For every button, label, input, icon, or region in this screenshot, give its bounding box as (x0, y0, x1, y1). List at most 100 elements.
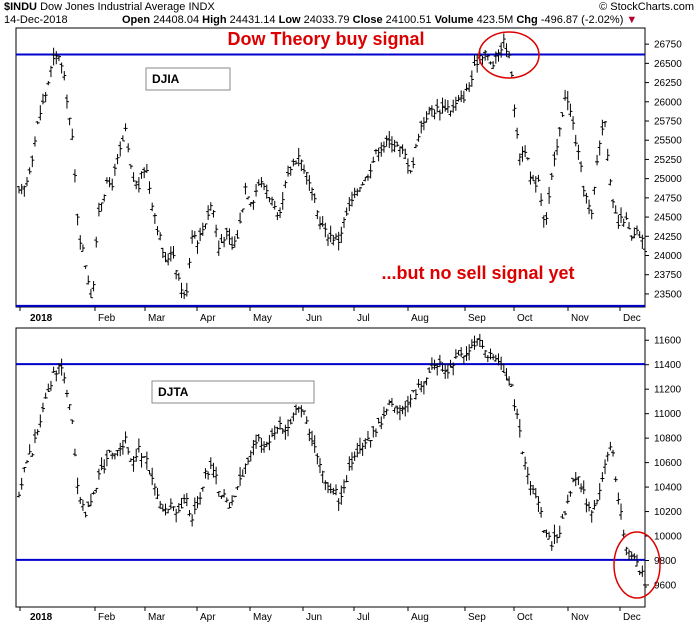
price-bar (347, 197, 352, 212)
price-bar (78, 235, 83, 250)
price-bar (405, 158, 410, 174)
price-bar (571, 116, 576, 130)
high-label: High (202, 14, 227, 26)
open-value: 24408.04 (153, 14, 200, 26)
price-bar (147, 181, 152, 194)
price-bar (136, 177, 141, 193)
price-bar (243, 182, 248, 195)
price-bar (238, 212, 243, 224)
price-bar (75, 477, 80, 495)
price-bar (448, 110, 453, 117)
price-bar (120, 135, 125, 142)
y-tick-label: 25500 (654, 136, 682, 147)
price-bar (32, 429, 37, 444)
price-bar (107, 177, 112, 188)
price-bar (408, 394, 413, 408)
price-bar (336, 498, 341, 511)
price-bar (363, 176, 368, 182)
price-bar (504, 368, 509, 381)
chg-label: Chg (516, 14, 538, 26)
price-bar (333, 484, 338, 496)
price-bar (227, 502, 232, 509)
price-bar (251, 439, 256, 456)
price-bar (509, 71, 514, 78)
price-bar (643, 244, 647, 258)
price-bar (320, 216, 325, 227)
price-bar (272, 425, 277, 440)
price-bar (515, 408, 520, 420)
price-bar (547, 186, 552, 204)
price-bar (496, 49, 501, 62)
price-bar (627, 549, 632, 561)
y-tick-label: 24000 (654, 251, 682, 262)
price-bar (397, 146, 402, 158)
price-bar (219, 495, 224, 499)
y-tick-label: 24750 (654, 193, 682, 204)
price-bar (376, 147, 381, 162)
price-bar (144, 163, 149, 173)
price-bar (579, 483, 584, 493)
x-tick-label: 2018 (30, 612, 53, 623)
price-bar (278, 416, 283, 430)
index-label-box (145, 67, 231, 91)
price-bar (384, 408, 389, 415)
x-tick-label: May (253, 313, 272, 324)
price-bar (632, 553, 637, 561)
price-bar (352, 187, 357, 199)
price-bar (331, 487, 336, 495)
price-bar (472, 335, 477, 350)
price-bar (635, 225, 640, 235)
price-bar (104, 450, 109, 467)
price-bar (381, 141, 386, 153)
price-bar (254, 184, 259, 197)
price-bar (477, 333, 482, 347)
price-bar (83, 265, 88, 269)
price-bar (464, 346, 469, 361)
price-bar (392, 407, 397, 413)
price-bar (155, 487, 160, 500)
price-bar (17, 491, 21, 498)
x-tick-label: Dec (623, 612, 641, 623)
price-bar (179, 282, 184, 299)
price-bar (552, 151, 557, 167)
price-bar (525, 157, 530, 161)
price-bar (112, 163, 117, 176)
price-bar (174, 508, 179, 523)
price-bar (413, 143, 418, 149)
price-bar (142, 167, 147, 179)
y-tick-label: 26000 (654, 97, 682, 108)
price-bar (243, 463, 248, 474)
price-bar (453, 96, 458, 111)
price-bar (112, 453, 117, 460)
price-bar (600, 472, 605, 482)
price-bar (22, 185, 27, 197)
price-bar (560, 513, 565, 519)
price-bar (344, 475, 349, 483)
price-bar (395, 405, 400, 415)
price-bar (608, 441, 613, 451)
price-bar (46, 383, 51, 393)
price-bar (408, 170, 413, 174)
price-bar (339, 485, 344, 505)
y-tick-label: 25750 (654, 117, 682, 128)
price-bar (120, 440, 125, 455)
price-bar (589, 209, 594, 220)
x-tick-label: 2018 (30, 313, 53, 324)
y-tick-label: 26750 (654, 40, 682, 51)
highlight-circle (478, 31, 540, 79)
x-tick-label: Sep (468, 612, 486, 623)
price-bar (232, 236, 237, 248)
price-bar (248, 450, 253, 462)
price-bar (128, 458, 133, 462)
price-bar (491, 61, 496, 70)
price-bar (312, 435, 317, 453)
price-bar (429, 357, 434, 370)
y-tick-label: 11000 (654, 409, 682, 420)
price-bar (587, 199, 592, 215)
price-bar (400, 405, 405, 415)
price-bar (318, 216, 323, 230)
price-bar (440, 362, 445, 372)
price-bar (555, 534, 560, 544)
price-bar (307, 175, 312, 191)
price-bar (80, 244, 85, 252)
